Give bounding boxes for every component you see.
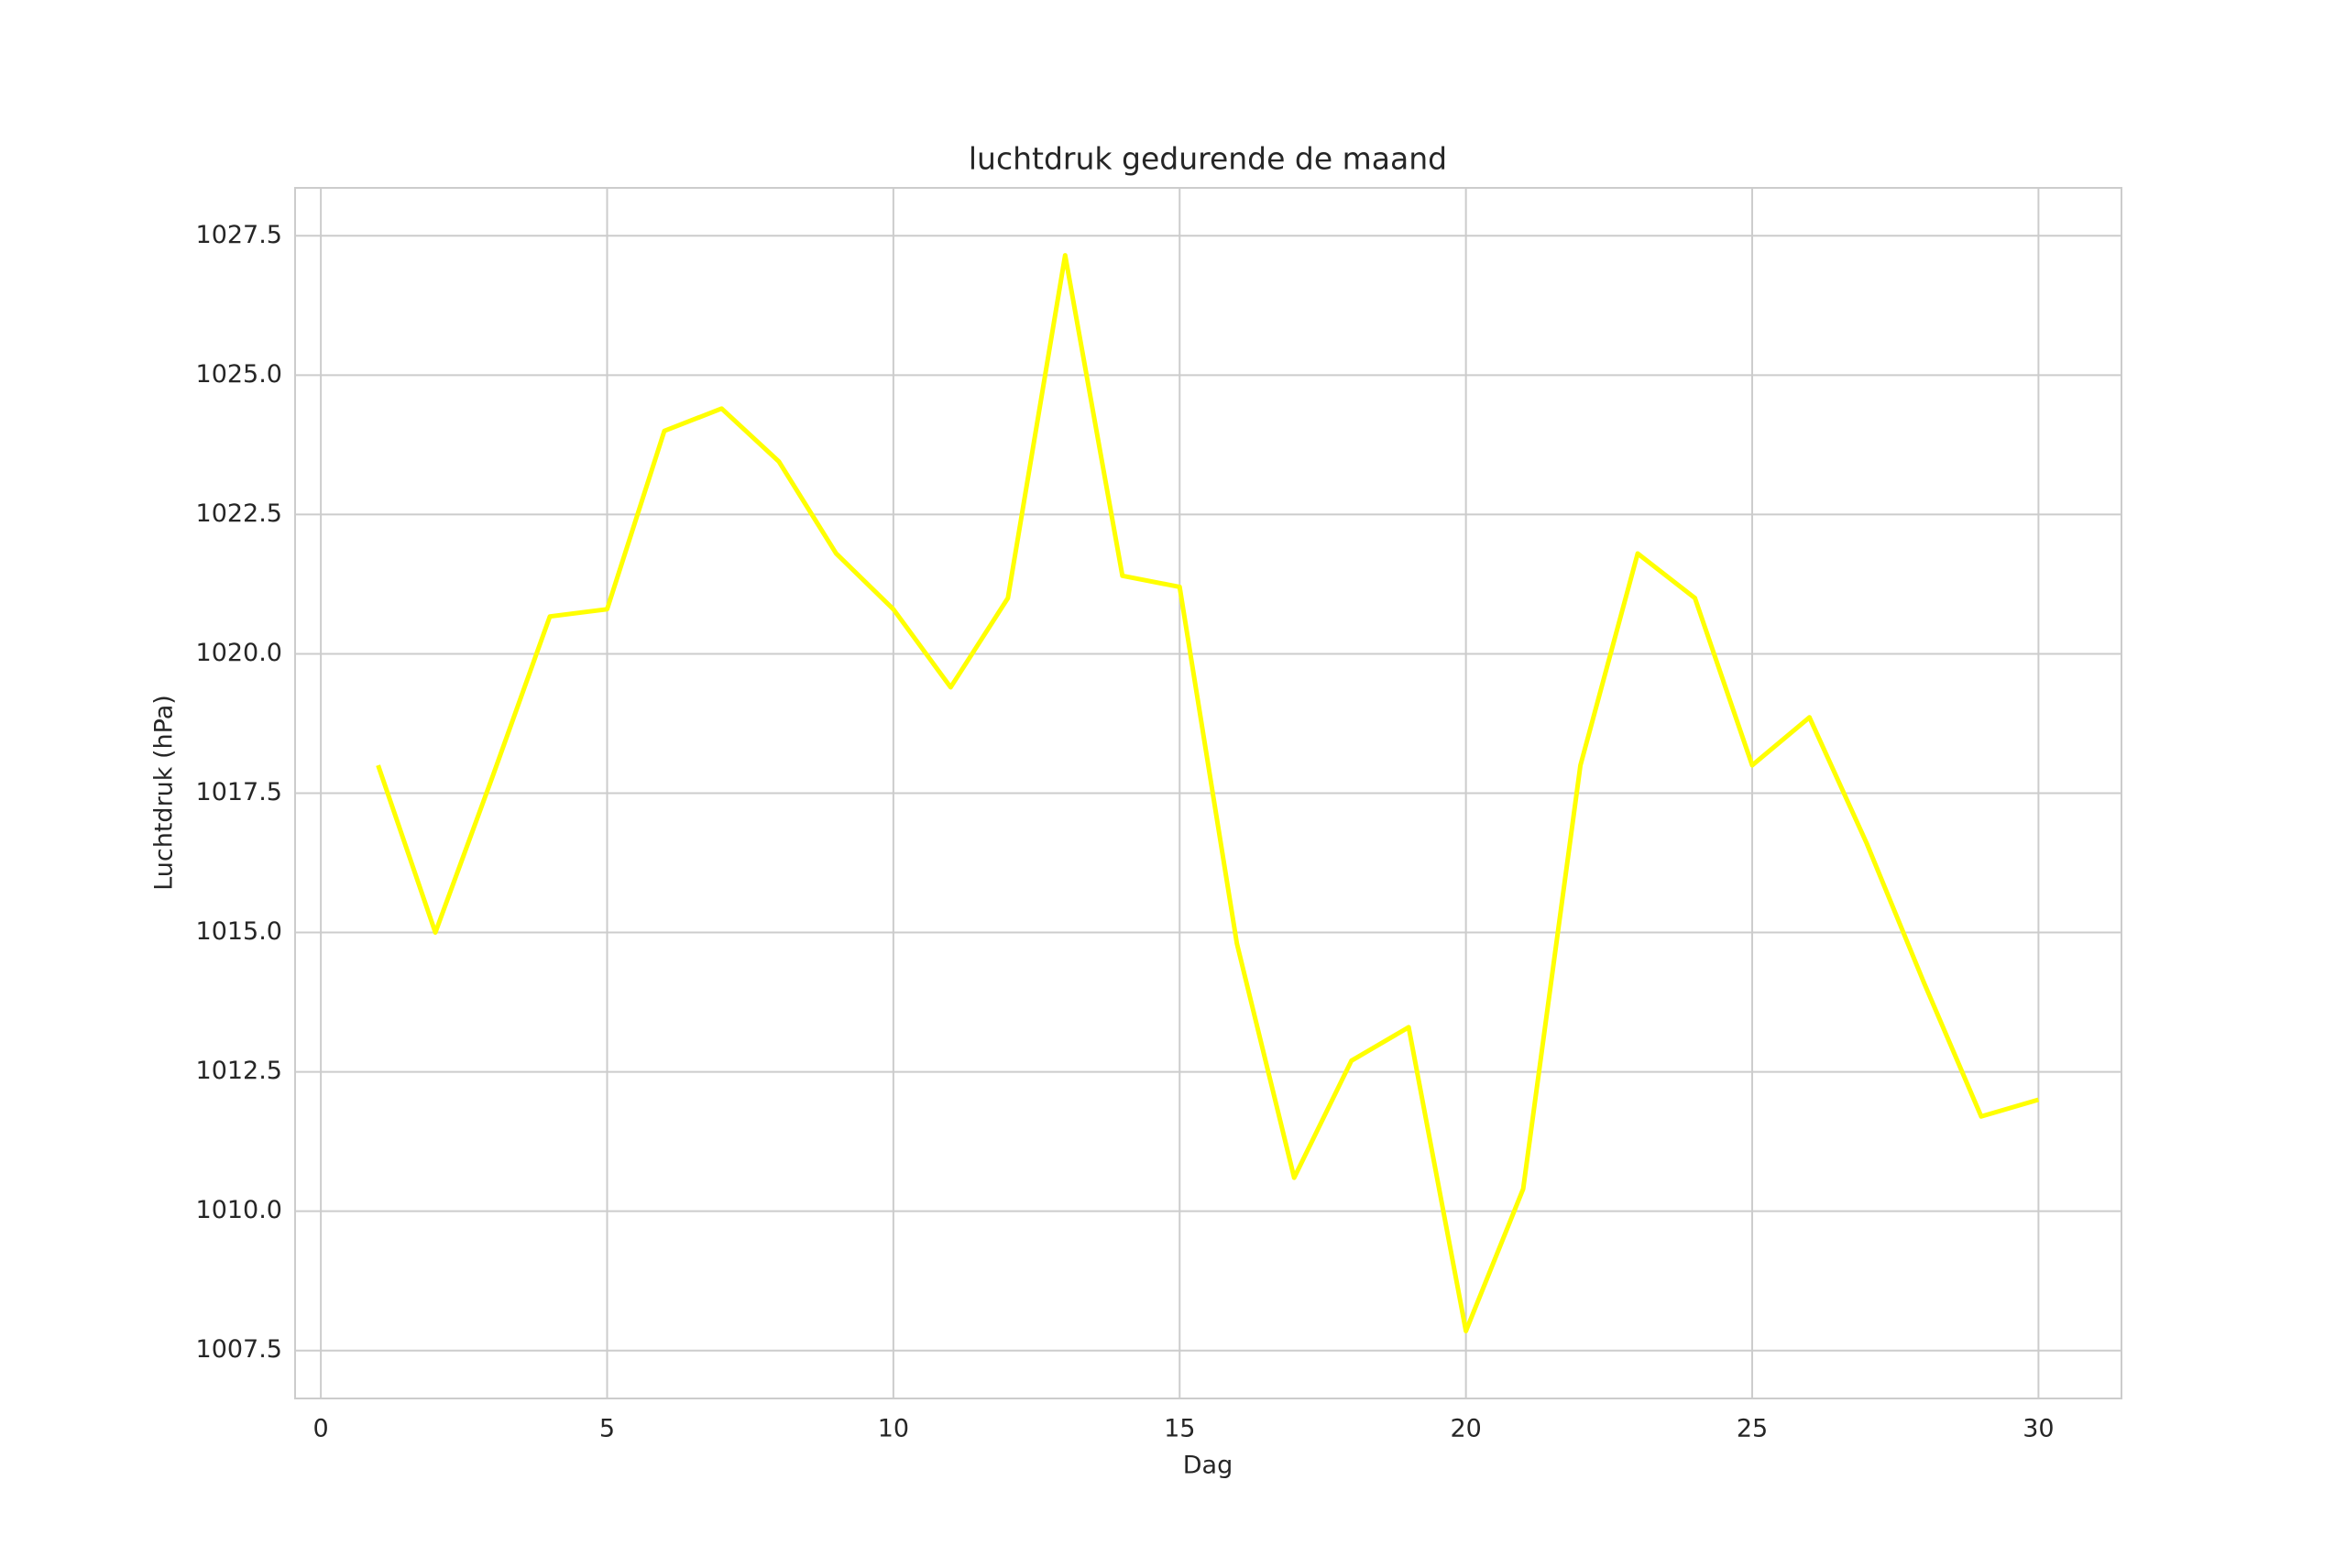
y-axis-label: Luchtdruk (hPa)	[150, 695, 179, 891]
x-tick-label: 20	[1450, 1415, 1481, 1443]
x-tick-label: 0	[313, 1415, 329, 1443]
y-tick-label: 1010.0	[196, 1196, 282, 1224]
y-tick-label: 1017.5	[196, 778, 282, 806]
x-tick-label: 30	[2023, 1415, 2054, 1443]
y-tick-label: 1020.0	[196, 639, 282, 667]
y-tick-label: 1025.0	[196, 360, 282, 389]
y-tick-label: 1015.0	[196, 917, 282, 946]
x-tick-label: 5	[599, 1415, 615, 1443]
y-tick-label: 1012.5	[196, 1057, 282, 1085]
x-tick-label: 15	[1164, 1415, 1195, 1443]
x-axis-label: Dag	[1183, 1452, 1233, 1480]
y-tick-label: 1022.5	[196, 499, 282, 528]
line	[376, 253, 2040, 1333]
x-tick-label: 10	[878, 1415, 909, 1443]
x-tick-label: 25	[1737, 1415, 1768, 1443]
y-tick-label: 1027.5	[196, 221, 282, 249]
y-tick-label: 1007.5	[196, 1335, 282, 1364]
chart-title: luchtdruk gedurende de maand	[969, 141, 1447, 177]
